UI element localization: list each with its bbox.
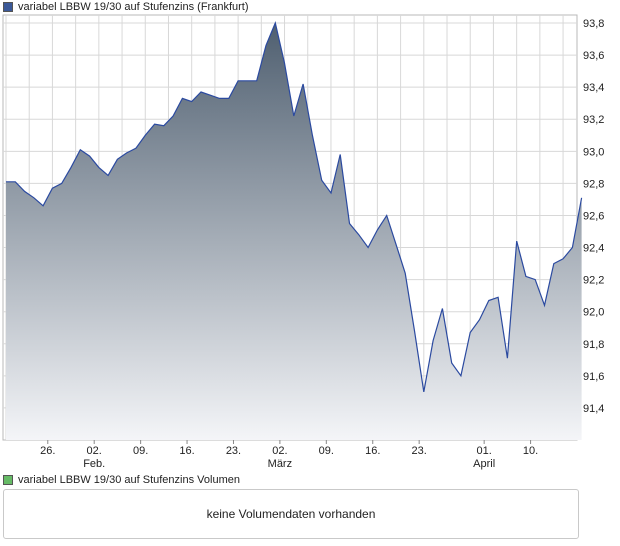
- x-month-label: April: [473, 458, 495, 470]
- y-tick-label: 92,4: [583, 243, 604, 255]
- y-tick-label: 92,2: [583, 275, 604, 287]
- y-tick-label: 91,6: [583, 371, 604, 383]
- price-area: [6, 23, 582, 440]
- price-legend-swatch: [3, 2, 13, 12]
- no-volume-message: keine Volumendaten vorhanden: [206, 507, 376, 521]
- y-tick-label: 93,4: [583, 82, 604, 94]
- price-legend-label: variabel LBBW 19/30 auf Stufenzins (Fran…: [18, 1, 249, 13]
- x-month-label: März: [268, 458, 292, 470]
- x-tick-label: 09.: [133, 445, 148, 457]
- y-tick-label: 92,6: [583, 210, 604, 222]
- volume-legend-swatch: [3, 475, 13, 485]
- y-tick-label: 93,6: [583, 50, 604, 62]
- volume-legend-label: variabel LBBW 19/30 auf Stufenzins Volum…: [18, 474, 240, 486]
- x-tick-label: 02.: [87, 445, 102, 457]
- y-tick-label: 93,8: [583, 18, 604, 30]
- x-tick-label: 10.: [523, 445, 538, 457]
- y-tick-label: 93,0: [583, 146, 604, 158]
- y-axis-ticks: 91,4 91,6 91,8 92,0 92,2 92,4 92,6 92,8 93,0 93,2…: [583, 18, 604, 415]
- x-tick-label: 26.: [40, 445, 55, 457]
- x-tick-label: 09.: [319, 445, 334, 457]
- y-tick-label: 92,0: [583, 307, 604, 319]
- y-tick-label: 91,4: [583, 403, 604, 415]
- volume-panel: keine Volumendaten vorhanden: [3, 489, 579, 539]
- price-line: [6, 21, 583, 393]
- y-tick-label: 93,2: [583, 114, 604, 126]
- price-chart: 91,4 91,6 91,8 92,0 92,2 92,4 92,6 92,8 93,0 93,2…: [2, 14, 604, 470]
- x-tick-label: 02.: [272, 445, 287, 457]
- x-tick-label: 16.: [365, 445, 380, 457]
- x-tick-label: 23.: [226, 445, 241, 457]
- x-tick-label: 23.: [412, 445, 427, 457]
- price-legend: variabel LBBW 19/30 auf Stufenzins (Fran…: [3, 0, 249, 14]
- x-month-label: Feb.: [83, 458, 105, 470]
- x-tick-label: 16.: [179, 445, 194, 457]
- y-tick-label: 91,8: [583, 339, 604, 351]
- volume-legend: variabel LBBW 19/30 auf Stufenzins Volum…: [3, 473, 240, 487]
- x-tick-label: 01.: [477, 445, 492, 457]
- y-tick-label: 92,8: [583, 178, 604, 190]
